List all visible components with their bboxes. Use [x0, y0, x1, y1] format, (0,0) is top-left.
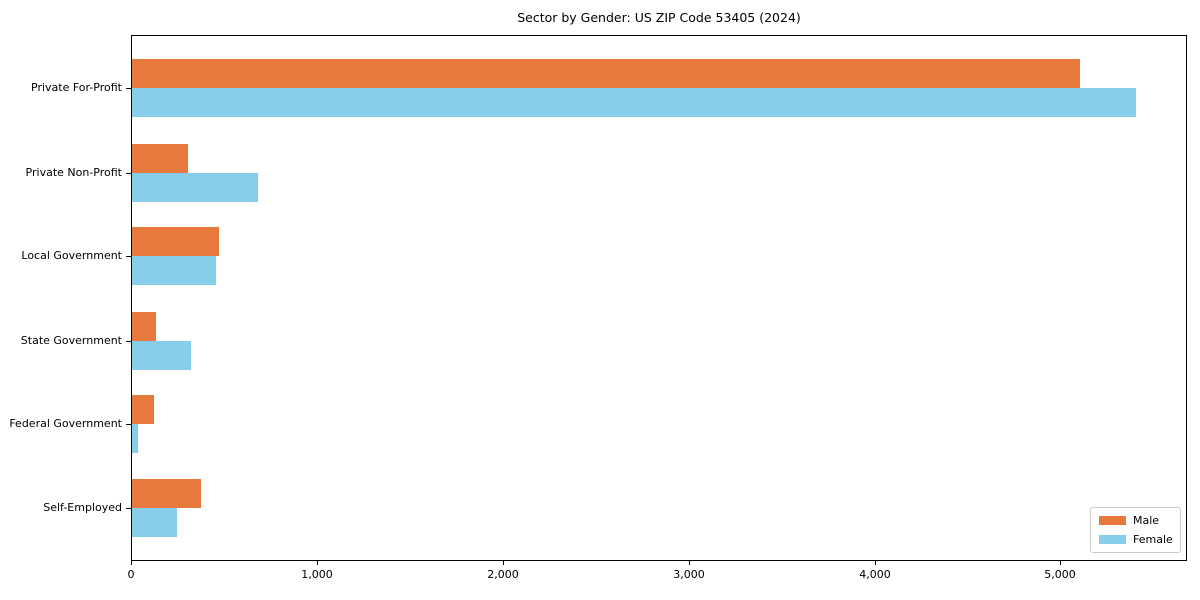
y-axis-tick [126, 256, 131, 257]
x-axis-tick-label: 5,000 [1044, 568, 1076, 581]
x-axis-tick [1060, 561, 1061, 565]
y-axis-tick [126, 424, 131, 425]
legend-label-male: Male [1133, 514, 1160, 527]
y-axis-label-self-employed: Self-Employed [43, 501, 122, 514]
y-axis-tick [126, 173, 131, 174]
legend-entry-male: Male [1099, 514, 1172, 527]
x-axis-tick-label: 3,000 [673, 568, 705, 581]
y-axis-label-state-government: State Government [20, 334, 122, 347]
bar-male-local-government [132, 227, 219, 256]
y-axis-label-private-non-profit: Private Non-Profit [25, 166, 122, 179]
bar-group-self-employed [132, 479, 1186, 537]
bar-group-private-non-profit [132, 144, 1186, 202]
y-axis-tick [126, 508, 131, 509]
y-axis-label-local-government: Local Government [21, 249, 122, 262]
chart-title: Sector by Gender: US ZIP Code 53405 (202… [517, 10, 801, 25]
bar-female-private-non-profit [132, 173, 258, 202]
y-axis-tick [126, 341, 131, 342]
x-axis-tick [689, 561, 690, 565]
bar-female-local-government [132, 256, 216, 285]
legend-swatch-female [1099, 535, 1126, 544]
bar-female-federal-government [132, 424, 138, 453]
x-axis-tick-label: 0 [127, 568, 135, 581]
plot-area [131, 35, 1187, 561]
y-axis-tick [126, 88, 131, 89]
bar-female-self-employed [132, 508, 177, 537]
bar-group-federal-government [132, 395, 1186, 453]
bar-group-private-for-profit [132, 59, 1186, 117]
x-axis-tick [503, 561, 504, 565]
x-axis-tick [317, 561, 318, 565]
bar-female-private-for-profit [132, 88, 1136, 117]
bar-male-federal-government [132, 395, 154, 424]
bar-male-state-government [132, 312, 156, 341]
x-axis-tick-label: 1,000 [301, 568, 333, 581]
bar-male-private-for-profit [132, 59, 1080, 88]
legend-swatch-male [1099, 516, 1126, 525]
bar-group-local-government [132, 227, 1186, 285]
legend: Male Female [1090, 507, 1181, 553]
y-axis-label-federal-government: Federal Government [9, 417, 122, 430]
bar-male-private-non-profit [132, 144, 188, 173]
bar-male-self-employed [132, 479, 201, 508]
legend-label-female: Female [1133, 533, 1173, 546]
y-axis-label-private-for-profit: Private For-Profit [31, 81, 122, 94]
x-axis-tick [875, 561, 876, 565]
bar-female-state-government [132, 341, 191, 370]
x-axis-tick-label: 4,000 [859, 568, 891, 581]
x-axis-tick-label: 2,000 [487, 568, 519, 581]
legend-entry-female: Female [1099, 533, 1173, 546]
x-axis-tick [131, 561, 132, 565]
bar-group-state-government [132, 312, 1186, 370]
